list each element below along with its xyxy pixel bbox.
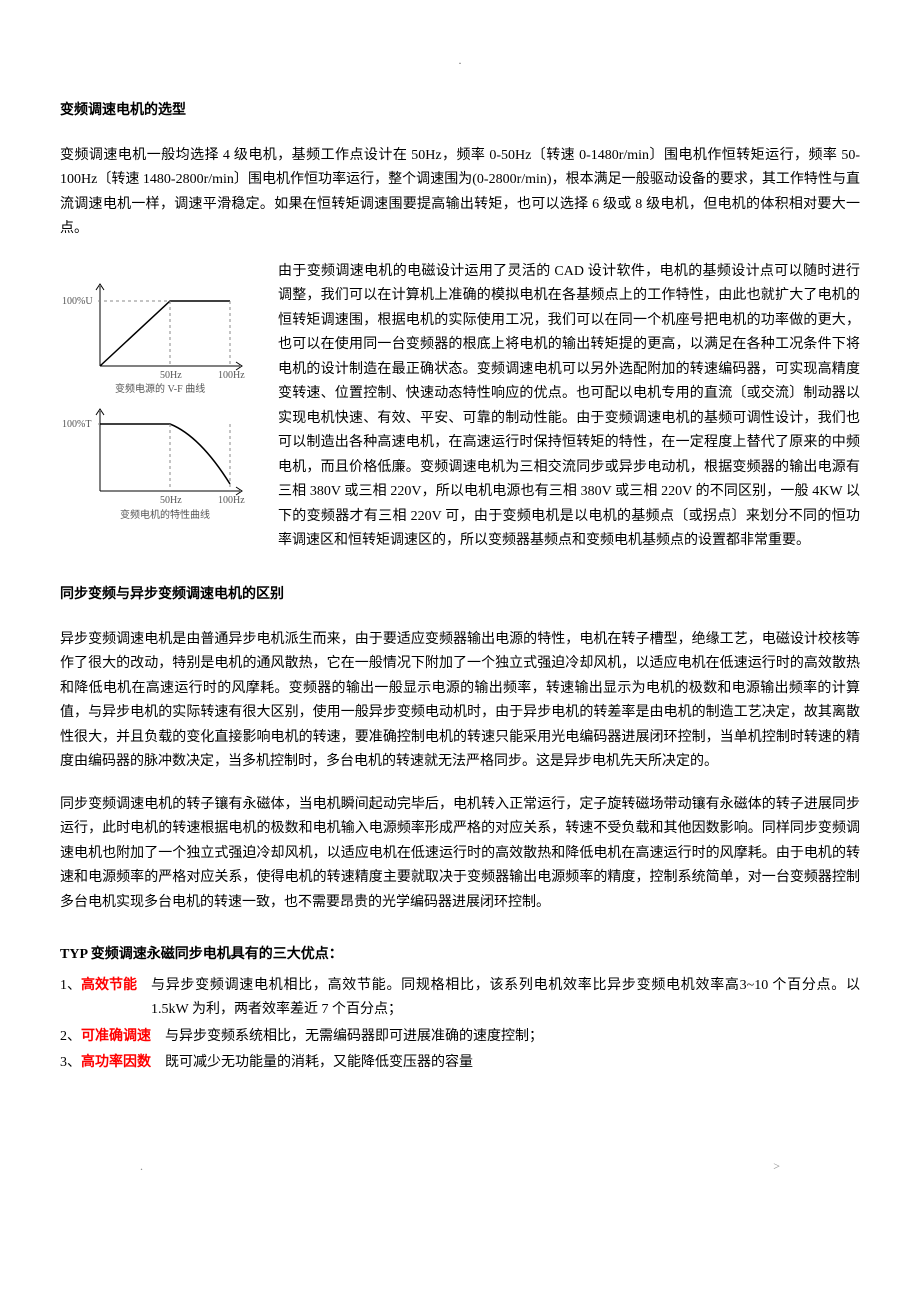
tq-x50: 50Hz [160, 495, 182, 506]
advantage-list: 1、 高效节能 与异步变频调速电机相比，高效节能。同规格相比，该系列电机效率比异… [60, 974, 860, 1076]
page-footer-marks: . > [60, 1156, 860, 1177]
advantage-item-1: 1、 高效节能 与异步变频调速电机相比，高效节能。同规格相比，该系列电机效率比异… [60, 974, 860, 1023]
adv3-key: 高功率因数 [81, 1051, 151, 1076]
footer-left-mark: . [140, 1156, 143, 1177]
vf-characteristic-chart: 100%U 50Hz 100Hz 变频电源的 V-F 曲线 100%T [60, 266, 260, 556]
advantage-item-2: 2、 可准确调速 与异步变频系统相比，无需编码器即可进展准确的速度控制； [60, 1025, 860, 1050]
section1-heading: 变频调速电机的选型 [60, 99, 860, 124]
vf-caption: 变频电源的 V-F 曲线 [115, 382, 205, 395]
tq-caption: 变频电机的特性曲线 [120, 508, 210, 521]
section1-para1: 变频调速电机一般均选择 4 级电机，基频工作点设计在 50Hz，频率 0-50H… [60, 144, 860, 242]
section2-para1: 异步变频调速电机是由普通异步电机派生而来，由于要适应变频器输出电源的特性，电机在… [60, 628, 860, 775]
adv3-desc: 既可减少无功能量的消耗，又能降低变压器的容量 [165, 1051, 473, 1076]
adv1-key: 高效节能 [81, 974, 137, 999]
torque-curve-subplot: 100%T 50Hz 100Hz 变频电机的特性曲线 [62, 409, 245, 521]
vf-x50: 50Hz [160, 370, 182, 381]
adv2-key: 可准确调速 [81, 1025, 151, 1050]
vf-curve-subplot: 100%U 50Hz 100Hz 变频电源的 V-F 曲线 [62, 284, 245, 395]
page-top-mark: . [60, 50, 860, 71]
footer-right-mark: > [773, 1156, 780, 1177]
section3-heading: TYP 变频调速永磁同步电机具有的三大优点： [60, 943, 860, 968]
tq-x100: 100Hz [218, 495, 245, 506]
section1-body: 100%U 50Hz 100Hz 变频电源的 V-F 曲线 100%T [60, 260, 860, 556]
tq-ylabel: 100%T [62, 419, 91, 430]
adv2-desc: 与异步变频系统相比，无需编码器即可进展准确的速度控制； [165, 1025, 543, 1050]
adv1-num: 1、 [60, 974, 81, 999]
section2-heading: 同步变频与异步变频调速电机的区别 [60, 583, 860, 608]
vf-x100: 100Hz [218, 370, 245, 381]
section2-para2: 同步变频调速电机的转子镶有永磁体，当电机瞬间起动完毕后，电机转入正常运行，定子旋… [60, 793, 860, 916]
advantage-item-3: 3、 高功率因数 既可减少无功能量的消耗，又能降低变压器的容量 [60, 1051, 860, 1076]
adv1-desc: 与异步变频调速电机相比，高效节能。同规格相比，该系列电机效率比异步变频电机效率高… [151, 974, 860, 1023]
vf-ylabel: 100%U [62, 296, 93, 307]
adv3-num: 3、 [60, 1051, 81, 1076]
adv2-num: 2、 [60, 1025, 81, 1050]
